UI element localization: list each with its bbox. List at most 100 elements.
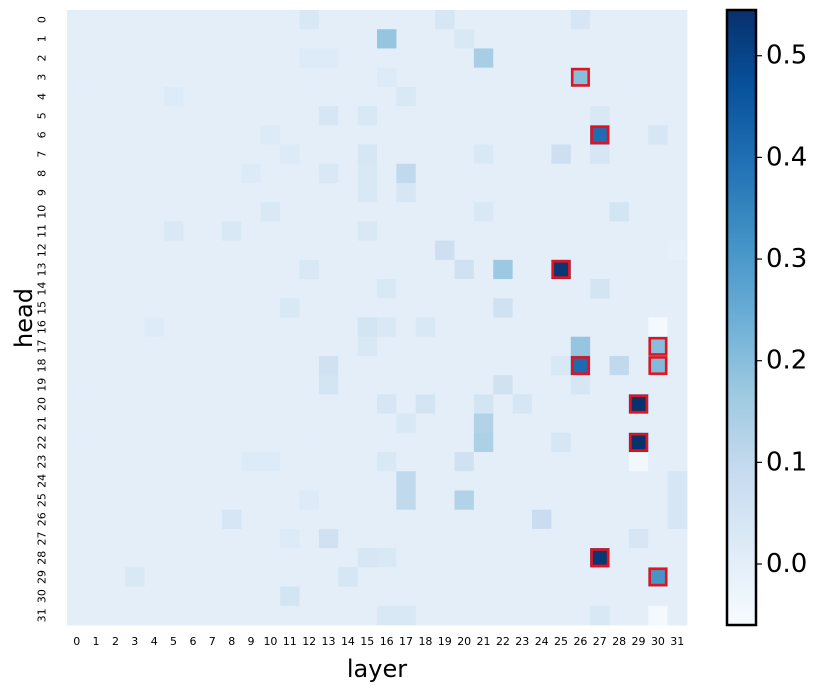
heatmap-cell (415, 317, 436, 338)
heatmap-cell (590, 29, 610, 49)
heatmap-cell (648, 375, 669, 395)
heatmap-cell (260, 375, 281, 395)
x-tick-label: 5 (170, 635, 177, 648)
heatmap-cell (241, 509, 262, 530)
heatmap-cell (260, 490, 281, 511)
heatmap-cell (318, 605, 339, 626)
heatmap-cell (125, 336, 145, 357)
heatmap-cell (415, 240, 436, 261)
heatmap-cell (415, 29, 436, 49)
colorbar-tick-label: 0.2 (766, 346, 807, 376)
heatmap-cell (648, 48, 669, 69)
heatmap-cell (357, 106, 378, 126)
heatmap-cell (280, 163, 300, 184)
heatmap-cell (241, 298, 262, 318)
heatmap-cell (222, 394, 242, 414)
heatmap-cell (396, 144, 417, 165)
heatmap-cell (628, 67, 649, 88)
heatmap-cell (67, 298, 87, 318)
heatmap-cell (260, 586, 281, 607)
heatmap-cell (125, 259, 145, 280)
heatmap-cell (648, 125, 669, 145)
heatmap-cell (667, 528, 688, 549)
heatmap-cell (67, 10, 87, 30)
heatmap-cell (125, 509, 145, 530)
heatmap-cell (280, 413, 300, 434)
heatmap-cell (512, 240, 533, 261)
heatmap-cell (512, 471, 533, 491)
heatmap-cell (125, 548, 145, 568)
heatmap-cell (493, 163, 514, 184)
heatmap-cell (260, 432, 281, 453)
heatmap-cell (105, 471, 126, 491)
heatmap-cell (590, 317, 610, 338)
heatmap-cell (415, 144, 436, 165)
heatmap-cell (183, 471, 204, 491)
heatmap-cell (241, 317, 262, 338)
heatmap-cell (454, 10, 475, 30)
x-tick-label: 3 (131, 635, 138, 648)
heatmap-cell (396, 452, 417, 472)
heatmap-cell (551, 163, 572, 184)
heatmap-cell (338, 279, 359, 299)
heatmap-cell (183, 125, 204, 145)
heatmap-cell (493, 509, 514, 530)
heatmap-cell (202, 221, 223, 242)
heatmap-cell (260, 182, 281, 203)
heatmap-cell (202, 586, 223, 607)
heatmap-cell (357, 452, 378, 472)
heatmap-cell (318, 509, 339, 530)
heatmap-cell (396, 528, 417, 549)
heatmap-cell (532, 317, 552, 338)
x-tick-label: 1 (93, 635, 100, 648)
heatmap-cell (473, 528, 494, 549)
heatmap-cell (86, 163, 107, 184)
heatmap-cell (318, 182, 339, 203)
heatmap-cell (67, 394, 87, 414)
heatmap-cell (125, 298, 145, 318)
heatmap-cell (299, 182, 320, 203)
y-tick-label: 25 (36, 493, 49, 507)
heatmap-cell (183, 279, 204, 299)
y-tick-label: 3 (36, 74, 49, 81)
heatmap-cell (648, 567, 669, 587)
heatmap-cell (512, 29, 533, 49)
heatmap-cell (551, 394, 572, 414)
heatmap-cell (609, 336, 630, 357)
heatmap-cell (415, 471, 436, 491)
heatmap-cell (357, 279, 378, 299)
heatmap-cell (163, 125, 184, 145)
heatmap-cell (590, 240, 610, 261)
heatmap-cell (648, 106, 669, 126)
heatmap-cell (454, 298, 475, 318)
heatmap-cell (125, 202, 145, 222)
heatmap-cell (86, 259, 107, 280)
heatmap-cell (493, 317, 514, 338)
heatmap-cell (512, 125, 533, 145)
heatmap-cell (415, 163, 436, 184)
y-tick-label: 1 (36, 35, 49, 42)
heatmap-cell (202, 106, 223, 126)
heatmap-cell (260, 48, 281, 69)
heatmap-cell (144, 605, 165, 626)
heatmap-cell (396, 548, 417, 568)
heatmap-cell (241, 490, 262, 511)
heatmap-cell (105, 202, 126, 222)
heatmap-cell (377, 548, 397, 568)
heatmap-cell (609, 240, 630, 261)
heatmap-cell (105, 452, 126, 472)
heatmap-cell (628, 29, 649, 49)
heatmap-cell (454, 317, 475, 338)
heatmap-cell (377, 29, 397, 49)
heatmap-cell (473, 490, 494, 511)
y-tick-label: 15 (36, 301, 49, 315)
heatmap-cell (222, 182, 242, 203)
x-tick-label: 18 (418, 635, 432, 648)
heatmap-cell (260, 259, 281, 280)
heatmap-cell (163, 452, 184, 472)
heatmap-cell (318, 548, 339, 568)
heatmap-cell (396, 48, 417, 69)
heatmap-cell (396, 202, 417, 222)
heatmap-cell (667, 106, 688, 126)
heatmap-cell (648, 452, 669, 472)
